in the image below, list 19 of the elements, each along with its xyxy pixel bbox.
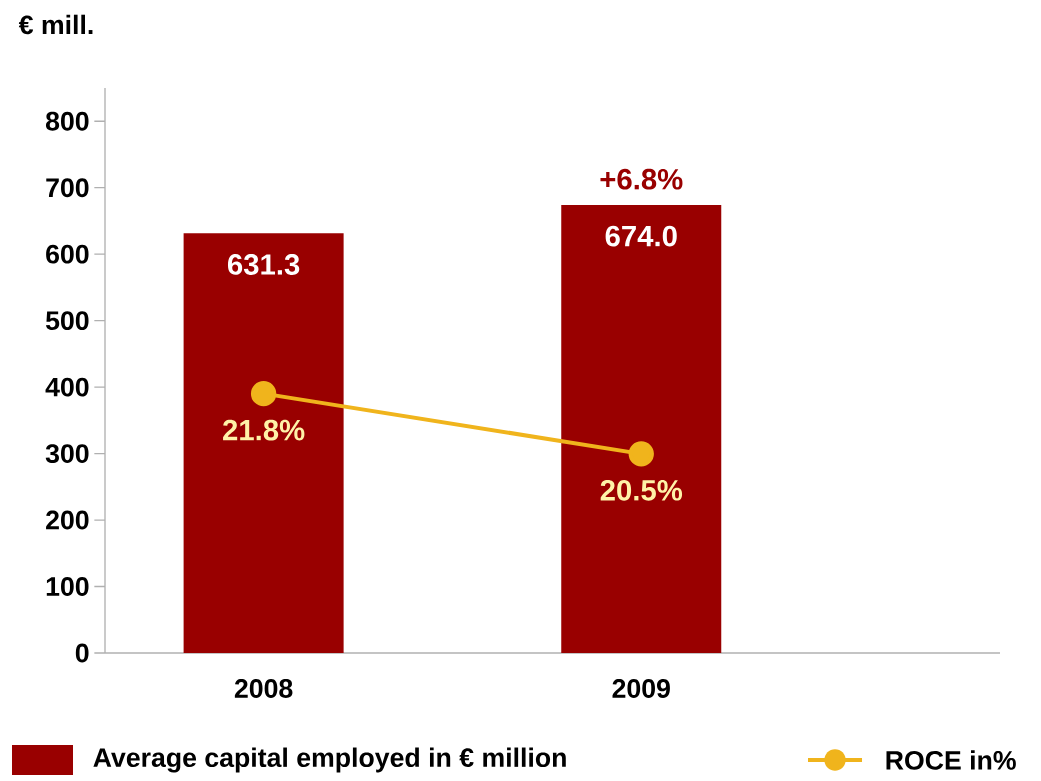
data-label: 674.0 (605, 225, 677, 247)
y-tick-label: 100 (46, 577, 89, 596)
y-tick-label: 800 (45, 111, 89, 131)
y-tick-label: 500 (45, 311, 89, 331)
data-label: 20.5% (600, 479, 683, 501)
x-tick-label: 2009 (612, 679, 670, 698)
y-axis-title: € mill. (18, 14, 93, 35)
x-tick-label: 2008 (234, 679, 293, 698)
legend-label: ROCE in% (886, 750, 1016, 770)
data-label: 631.3 (227, 254, 300, 275)
y-tick-label: 400 (45, 377, 89, 397)
y-tick-label: 700 (46, 178, 89, 198)
annotation: +6.8% (600, 168, 683, 190)
y-tick-label: 0 (75, 643, 89, 663)
data-label: 21.8% (223, 419, 305, 441)
y-tick-label: 300 (45, 444, 89, 464)
y-tick-label: 200 (46, 510, 89, 530)
y-tick-label: 600 (46, 244, 89, 264)
legend-label: Average capital employed in € million (93, 747, 566, 773)
